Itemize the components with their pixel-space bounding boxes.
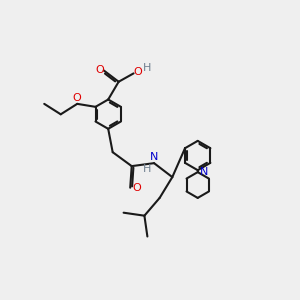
Text: O: O — [132, 183, 141, 193]
Text: N: N — [150, 152, 158, 162]
Text: O: O — [95, 65, 104, 75]
Text: H: H — [143, 164, 152, 173]
Text: O: O — [133, 67, 142, 77]
Text: O: O — [73, 93, 82, 103]
Text: H: H — [143, 63, 151, 73]
Text: N: N — [200, 167, 208, 177]
